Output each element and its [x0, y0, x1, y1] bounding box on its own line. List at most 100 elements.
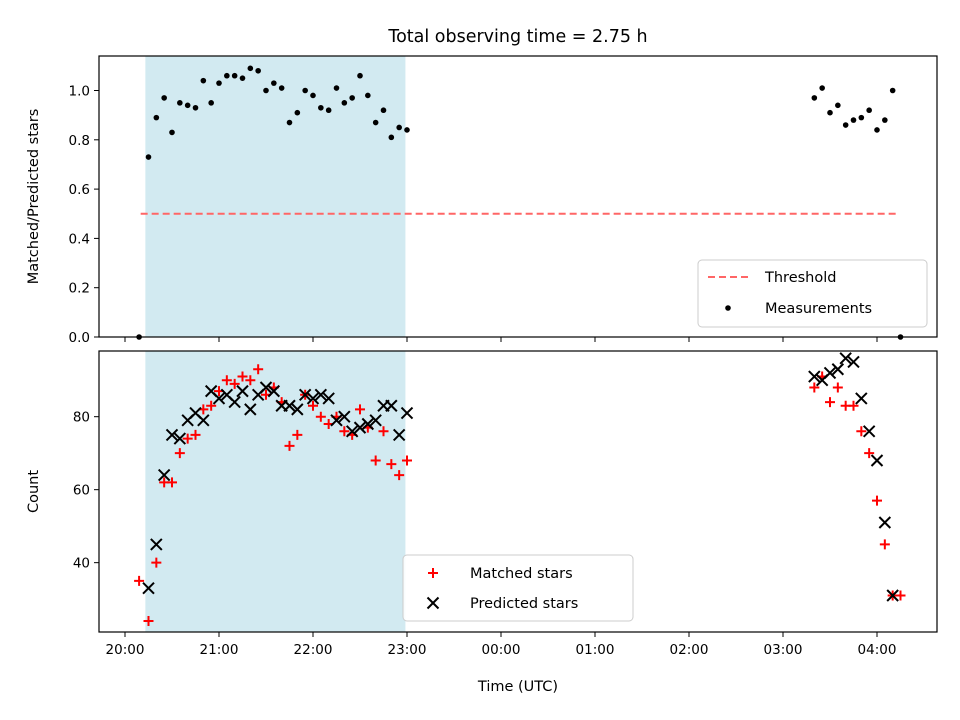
measurement-point	[161, 95, 167, 101]
predicted-star-point	[291, 403, 304, 416]
predicted-star-point	[228, 395, 241, 409]
predicted-star-point	[157, 468, 171, 482]
predicted-star-point	[385, 399, 398, 412]
measurement-point	[850, 117, 857, 123]
x-tick-label: 23:00	[388, 642, 427, 658]
y-tick-label: 0.2	[69, 281, 90, 297]
measurement-point	[811, 95, 818, 101]
measurement-point	[874, 127, 880, 133]
predicted-star-point	[831, 363, 845, 376]
matched-star-point	[167, 477, 177, 488]
measurement-point	[263, 87, 269, 94]
measurement-point	[380, 107, 387, 114]
matched-star-point	[394, 470, 405, 481]
measurement-point	[310, 92, 316, 99]
matched-star-point	[308, 400, 318, 411]
measurement-point	[216, 80, 222, 86]
predicted-star-point	[236, 384, 249, 398]
shaded-region	[145, 351, 406, 632]
predicted-star-point	[862, 425, 876, 438]
predicted-star-point	[823, 366, 837, 380]
predicted-star-point	[361, 417, 375, 431]
predicted-star-point	[353, 421, 367, 434]
measurement-point	[819, 85, 825, 91]
measurement-point	[208, 100, 214, 106]
matched-star-point	[355, 404, 365, 415]
x-tick-label: 04:00	[858, 642, 897, 658]
predicted-star-point	[855, 392, 868, 405]
matched-star-point	[872, 495, 882, 506]
y-tick-label: 60	[73, 483, 90, 499]
measurement-point	[294, 109, 301, 116]
y-tick-label: 80	[73, 410, 90, 426]
measurement-point	[177, 100, 183, 106]
top-panel: 0.0 0.2 0.4 0.6 0.8 1.0 Matched/Predicted star…	[26, 55, 938, 346]
measurement-point	[365, 92, 371, 99]
shaded-region	[145, 56, 406, 337]
matched-star-point	[292, 429, 303, 440]
predicted-star-point	[392, 428, 406, 442]
legend-threshold-label: Threshold	[764, 270, 836, 286]
y-tick-label: 0.6	[69, 182, 90, 198]
matched-star-point	[386, 459, 397, 470]
measurement-point	[341, 100, 348, 106]
legend-predicted-label: Predicted stars	[470, 596, 578, 612]
matched-star-point	[809, 382, 820, 393]
legend-box	[697, 259, 928, 328]
measurement-point	[858, 114, 865, 121]
measurement-point	[271, 80, 277, 86]
predicted-star-point	[259, 381, 273, 394]
measurement-point	[842, 122, 849, 128]
predicted-star-point	[847, 355, 860, 369]
legend-matched-swatch	[428, 568, 438, 578]
matched-star-point	[370, 455, 381, 466]
x-tick-label: 03:00	[764, 642, 803, 658]
measurement-point	[200, 77, 207, 84]
matched-star-point	[237, 371, 248, 382]
measurement-point	[396, 124, 402, 131]
y-tick-label: 0.4	[69, 231, 90, 247]
measurement-point	[388, 134, 395, 141]
measurement-point	[231, 72, 238, 79]
measurement-point	[302, 87, 308, 94]
y-tick-label: 0.8	[69, 133, 90, 149]
measurement-point	[278, 85, 285, 91]
predicted-star-point	[267, 384, 281, 398]
legend-box	[402, 554, 634, 622]
matched-star-point	[206, 400, 217, 411]
predicted-star-point	[330, 414, 343, 427]
predicted-star-point	[283, 399, 296, 412]
matched-star-point	[856, 426, 867, 437]
matched-star-point	[245, 375, 256, 386]
predicted-star-point	[314, 388, 328, 401]
matched-star-point	[378, 426, 389, 437]
matched-star-point	[143, 616, 154, 627]
x-tick-label: 22:00	[294, 642, 333, 658]
matched-star-point	[848, 400, 859, 411]
predicted-star-point	[173, 432, 187, 445]
predicted-star-point	[322, 392, 335, 405]
predicted-star-point	[212, 392, 226, 405]
matched-star-point	[221, 375, 232, 386]
predicted-star-point	[197, 414, 210, 427]
legend-predicted-swatch	[426, 596, 440, 610]
measurement-point	[169, 129, 175, 136]
legend-measurement-swatch	[725, 305, 731, 311]
measurement-point	[153, 114, 160, 121]
predicted-star-point	[244, 403, 257, 416]
matched-star-point	[174, 448, 185, 459]
measurement-point	[286, 119, 293, 126]
measurement-point	[224, 72, 230, 79]
predicted-star-point	[808, 370, 821, 383]
matched-star-point	[253, 364, 264, 375]
predicted-star-point	[839, 352, 852, 365]
measurement-point	[325, 107, 332, 114]
measurement-point	[835, 102, 841, 109]
x-tick-label: 01:00	[576, 642, 615, 658]
x-axis-label: Time (UTC)	[477, 679, 558, 695]
x-tick-label: 21:00	[200, 642, 239, 658]
measurement-point	[866, 107, 872, 114]
predicted-star-point	[870, 454, 884, 467]
predicted-star-point	[878, 516, 892, 529]
